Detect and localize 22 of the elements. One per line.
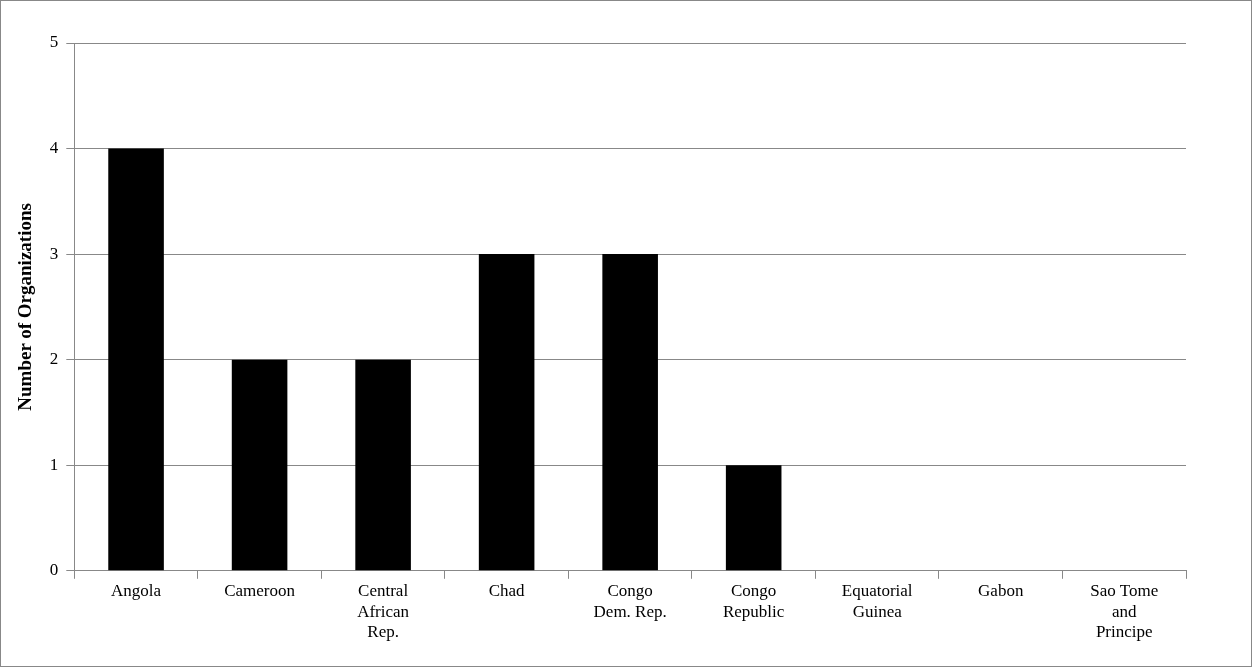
x-tick-label: Equatorial Guinea	[841, 581, 913, 621]
y-tick-label: 5	[49, 32, 59, 52]
x-tick-label: Gabon	[978, 581, 1024, 601]
bar	[725, 465, 782, 571]
bar	[602, 254, 658, 571]
x-tick-label: Angola	[111, 581, 162, 601]
y-tick-label: 0	[49, 560, 59, 580]
x-tick-label: Sao Tome and Principe	[1090, 581, 1159, 642]
y-tick-label: 3	[49, 243, 59, 263]
bar	[108, 148, 164, 571]
x-tick-label: Cameroon	[224, 581, 296, 601]
x-tick-label: Congo Dem. Rep.	[593, 581, 667, 621]
bar	[231, 359, 288, 571]
y-tick-label: 1	[49, 454, 59, 474]
y-tick-label: 2	[49, 349, 59, 369]
bar	[478, 254, 535, 571]
bar	[355, 359, 411, 571]
x-tick-label: Central African Rep.	[357, 581, 410, 642]
y-tick-label: 4	[49, 138, 59, 158]
x-tick-label: Congo Republic	[722, 581, 785, 621]
y-axis-title: Number of Organizations	[14, 203, 36, 411]
x-tick-label: Chad	[488, 581, 526, 601]
